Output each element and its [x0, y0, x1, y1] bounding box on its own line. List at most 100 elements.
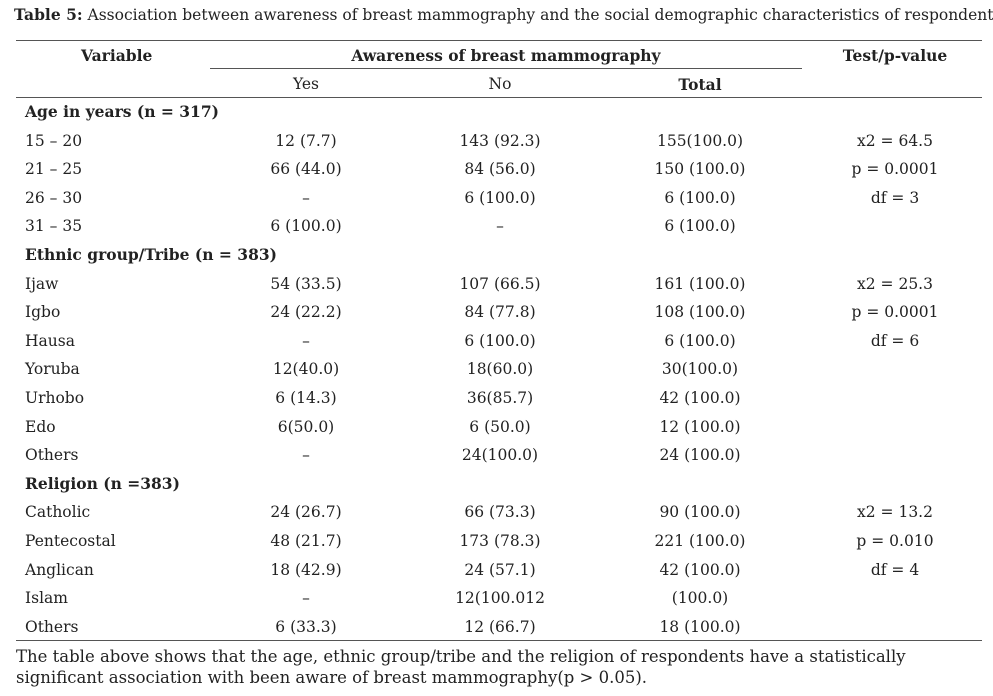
- table-row: Catholic 24 (26.7) 66 (73.3) 90 (100.0) x2 =…: [0, 498, 993, 526]
- cell-variable: Pentecostal: [25, 532, 116, 550]
- cell-variable: 15 – 20: [25, 131, 83, 150]
- cell-no: 36(85.7): [466, 389, 534, 407]
- cell-test: df = 6: [870, 331, 920, 350]
- table-row: Islam – 12(100.012 (100.0): [0, 584, 993, 612]
- cell-total: 12 (100.0): [659, 417, 741, 436]
- header-group-rule: [210, 68, 802, 69]
- cell-total: 90 (100.0): [659, 503, 741, 522]
- table-section-row: Ethnic group/Tribe (n = 383): [0, 241, 993, 269]
- cell-variable: 31 – 35: [25, 217, 83, 236]
- header-bottom-rule: [16, 97, 982, 98]
- header-yes: Yes: [292, 75, 319, 93]
- cell-yes: 6 (14.3): [275, 389, 337, 407]
- table-caption-label: Table 5:: [14, 5, 83, 24]
- cell-total: 150 (100.0): [654, 160, 746, 179]
- cell-test: x2 = 13.2: [857, 503, 933, 522]
- cell-no: 24(100.0): [461, 446, 539, 465]
- table-row: Pentecostal 48 (21.7) 173 (78.3) 221 (100.0…: [0, 527, 993, 555]
- cell-total: 155(100.0): [656, 131, 744, 150]
- table-row: Ijaw 54 (33.5) 107 (66.5) 161 (100.0) x2 = 2…: [0, 270, 993, 298]
- cell-no: 6 (100.0): [464, 331, 536, 350]
- cell-no: 12 (66.7): [464, 617, 536, 636]
- cell-yes: 12 (7.7): [275, 131, 337, 150]
- table-row: Edo 6(50.0) 6 (50.0) 12 (100.0): [0, 413, 993, 441]
- cell-test: p = 0.0001: [851, 160, 939, 179]
- cell-yes: 18 (42.9): [270, 560, 342, 579]
- cell-yes: 6 (33.3): [275, 617, 337, 636]
- table-row: Igbo 24 (22.2) 84 (77.8) 108 (100.0) p = 0.0…: [0, 298, 993, 326]
- cell-variable: Age in years (n = 317): [25, 102, 219, 121]
- cell-yes: –: [302, 331, 310, 350]
- cell-test: x2 = 25.3: [857, 274, 933, 293]
- cell-yes: 6(50.0): [277, 417, 335, 436]
- cell-total: 18 (100.0): [659, 617, 741, 636]
- cell-no: 66 (73.3): [464, 503, 536, 522]
- cell-variable: Others: [25, 617, 79, 636]
- cell-variable: Others: [25, 446, 79, 465]
- cell-variable: Urhobo: [25, 389, 85, 407]
- cell-variable: 21 – 25: [25, 160, 83, 179]
- cell-yes: 6 (100.0): [270, 217, 342, 236]
- cell-test: p = 0.0001: [851, 303, 939, 322]
- cell-yes: 12(40.0): [272, 360, 340, 379]
- cell-variable: Islam: [25, 589, 68, 608]
- cell-yes: 24 (26.7): [270, 503, 342, 522]
- cell-no: 6 (50.0): [469, 417, 531, 436]
- cell-test: x2 = 64.5: [857, 131, 933, 150]
- cell-total: 24 (100.0): [659, 446, 741, 465]
- header-no: No: [488, 75, 512, 93]
- cell-variable: Anglican: [25, 560, 94, 579]
- cell-total: 6 (100.0): [664, 331, 736, 350]
- table-row: Yoruba 12(40.0) 18(60.0) 30(100.0): [0, 355, 993, 383]
- cell-no: 24 (57.1): [464, 560, 536, 579]
- header-test-p-value: Test/p-value: [842, 46, 948, 65]
- cell-no: 173 (78.3): [459, 532, 541, 550]
- header-total: Total: [678, 75, 722, 94]
- cell-test: p = 0.010: [856, 532, 934, 550]
- table-row: Others – 24(100.0) 24 (100.0): [0, 441, 993, 469]
- cell-variable: Ethnic group/Tribe (n = 383): [25, 245, 277, 264]
- cell-yes: 48 (21.7): [270, 532, 342, 550]
- cell-no: 12(100.012: [455, 589, 545, 608]
- cell-yes: –: [302, 188, 310, 207]
- cell-no: 84 (77.8): [464, 303, 536, 322]
- cell-total: 108 (100.0): [654, 303, 746, 322]
- table-row: Hausa – 6 (100.0) 6 (100.0) df = 6: [0, 327, 993, 355]
- cell-variable: Yoruba: [25, 360, 80, 379]
- header-variable: Variable: [81, 46, 153, 65]
- cell-no: 143 (92.3): [459, 131, 541, 150]
- cell-no: 18(60.0): [466, 360, 534, 379]
- table-top-rule: [16, 40, 982, 41]
- table-caption-text: Association between awareness of breast …: [82, 6, 993, 24]
- cell-total: (100.0): [671, 589, 729, 608]
- cell-test: df = 4: [870, 560, 920, 579]
- cell-yes: –: [302, 589, 310, 608]
- table-bottom-rule: [16, 640, 982, 641]
- cell-total: 42 (100.0): [659, 560, 741, 579]
- table-row: 31 – 35 6 (100.0) – 6 (100.0): [0, 212, 993, 240]
- cell-variable: Edo: [25, 417, 56, 436]
- cell-total: 6 (100.0): [664, 217, 736, 236]
- table-row: Anglican 18 (42.9) 24 (57.1) 42 (100.0) df =…: [0, 556, 993, 584]
- table-section-row: Age in years (n = 317): [0, 98, 993, 126]
- cell-total: 42 (100.0): [659, 389, 741, 407]
- table-row: 26 – 30 – 6 (100.0) 6 (100.0) df = 3: [0, 184, 993, 212]
- cell-variable: Religion (n =383): [25, 473, 180, 493]
- header-awareness: Awareness of breast mammography: [351, 46, 661, 65]
- cell-no: 84 (56.0): [464, 160, 536, 179]
- table-row: Others 6 (33.3) 12 (66.7) 18 (100.0): [0, 613, 993, 641]
- cell-variable: Hausa: [25, 331, 75, 350]
- cell-total: 30(100.0): [661, 360, 739, 379]
- table-row: 21 – 25 66 (44.0) 84 (56.0) 150 (100.0) p = …: [0, 155, 993, 183]
- cell-yes: –: [302, 446, 310, 465]
- cell-total: 221 (100.0): [654, 532, 746, 550]
- cell-variable: 26 – 30: [25, 188, 83, 207]
- table-row: 15 – 20 12 (7.7) 143 (92.3) 155(100.0) x2 = …: [0, 127, 993, 155]
- cell-total: 6 (100.0): [664, 188, 736, 207]
- cell-no: –: [496, 217, 504, 236]
- table-footnote: The table above shows that the age, ethn…: [16, 647, 906, 687]
- table-section-row: Religion (n =383): [0, 470, 993, 498]
- table-row: Urhobo 6 (14.3) 36(85.7) 42 (100.0): [0, 384, 993, 412]
- cell-total: 161 (100.0): [654, 274, 746, 293]
- cell-no: 6 (100.0): [464, 188, 536, 207]
